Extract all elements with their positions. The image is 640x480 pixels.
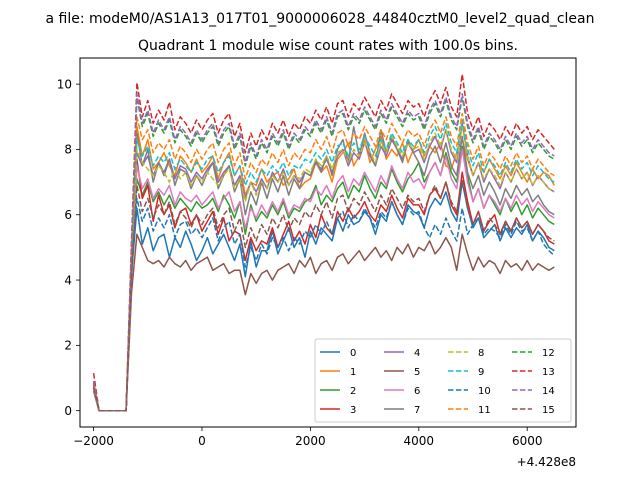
x-tick-label: 2000 [295, 434, 326, 448]
legend-label-7: 7 [414, 405, 420, 416]
y-tick-label: 8 [64, 143, 72, 157]
y-tick-label: 6 [64, 208, 72, 222]
series-line-5 [92, 233, 555, 412]
x-axis: −2000 0 2000 4000 6000 [73, 427, 542, 448]
legend-label-12: 12 [542, 348, 555, 359]
legend-label-0: 0 [350, 348, 356, 359]
x-tick-label: −2000 [73, 434, 114, 448]
legend-label-11: 11 [478, 405, 491, 416]
figure-suptitle: a file: modeM0/AS1A13_017T01_9000006028_… [46, 11, 595, 27]
legend-label-14: 14 [542, 386, 555, 397]
legend-label-15: 15 [542, 405, 555, 416]
y-tick-label: 0 [64, 404, 72, 418]
x-tick-label: 4000 [404, 434, 435, 448]
legend-label-8: 8 [478, 348, 484, 359]
y-tick-label: 4 [64, 273, 72, 287]
series-line-6 [92, 148, 555, 412]
legend-label-6: 6 [414, 386, 420, 397]
series-line-15 [92, 178, 555, 412]
series-line-13 [92, 73, 555, 412]
legend-frame [314, 338, 572, 423]
series-line-8 [92, 125, 555, 412]
series-layer [92, 73, 555, 412]
y-axis: 0 2 4 6 8 10 [57, 77, 80, 418]
series-line-7 [92, 125, 555, 412]
legend-label-10: 10 [478, 386, 491, 397]
legend-label-4: 4 [414, 348, 420, 359]
x-offset-label: +4.428e8 [517, 455, 576, 469]
y-tick-label: 2 [64, 339, 72, 353]
series-line-12 [92, 96, 555, 412]
legend-label-9: 9 [478, 367, 484, 378]
plot-frame [79, 57, 577, 428]
x-tick-label: 6000 [512, 434, 543, 448]
series-line-14 [92, 93, 555, 412]
y-tick-label: 10 [57, 77, 72, 91]
legend-label-13: 13 [542, 367, 555, 378]
x-tick-label: 0 [198, 434, 206, 448]
legend-label-2: 2 [350, 386, 356, 397]
legend-label-1: 1 [350, 367, 356, 378]
series-line-11 [92, 112, 555, 412]
series-line-9 [92, 119, 555, 412]
plot-title: Quadrant 1 module wise count rates with … [138, 38, 518, 54]
series-line-10 [92, 197, 555, 412]
legend-label-5: 5 [414, 367, 420, 378]
legend-label-3: 3 [350, 405, 356, 416]
